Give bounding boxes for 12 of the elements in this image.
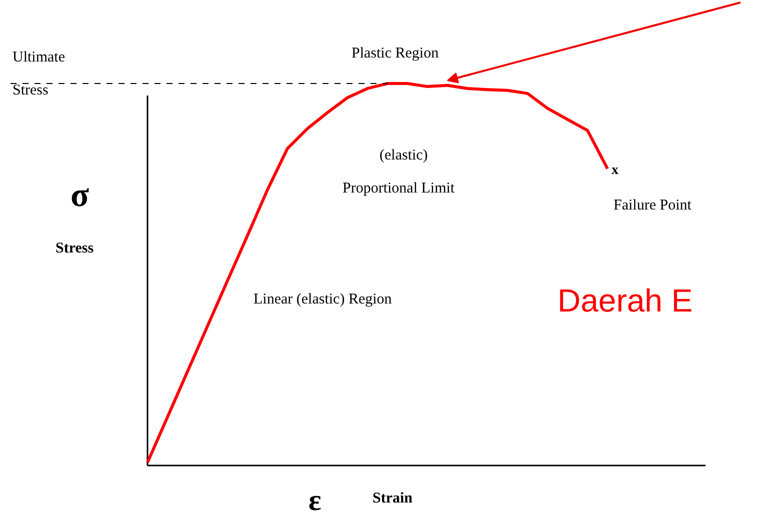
annotation: Daerah E: [558, 282, 693, 318]
annotation: Failure Point: [614, 198, 692, 214]
text: Plastic Region: [352, 46, 440, 62]
annotation: Proportional Limit: [342, 180, 456, 196]
text: ε: [308, 484, 322, 517]
ref-line-label: Ultimate Stress: [12, 50, 66, 98]
x-axis-title: Strain: [372, 490, 414, 506]
annotation: Linear (elastic) Region: [254, 292, 392, 308]
text: σ: [70, 177, 90, 214]
y-axis-title: Stress: [56, 240, 94, 256]
annotation: (elastic): [380, 148, 428, 164]
annotation: x: [612, 163, 618, 178]
